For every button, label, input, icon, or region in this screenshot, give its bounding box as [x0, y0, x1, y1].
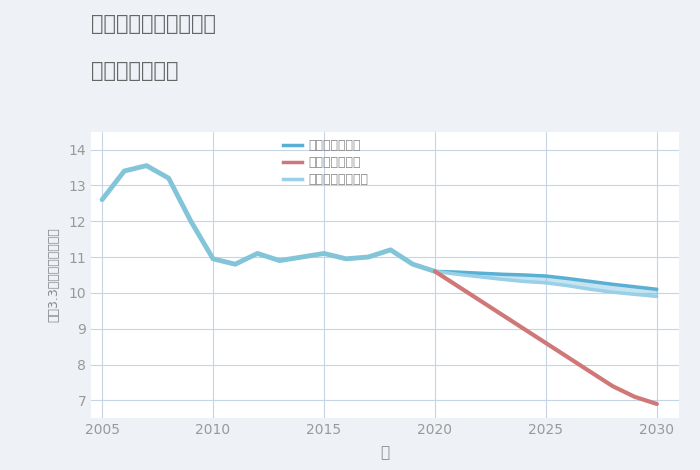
- X-axis label: 年: 年: [380, 446, 390, 461]
- Text: 岐阜県関市四季ノ台の: 岐阜県関市四季ノ台の: [91, 14, 216, 34]
- Legend: グッドシナリオ, バッドシナリオ, ノーマルシナリオ: グッドシナリオ, バッドシナリオ, ノーマルシナリオ: [278, 134, 373, 191]
- Text: 土地の価格推移: 土地の価格推移: [91, 61, 178, 81]
- Y-axis label: 坪（3.3㎡）単価（万円）: 坪（3.3㎡）単価（万円）: [47, 227, 60, 322]
